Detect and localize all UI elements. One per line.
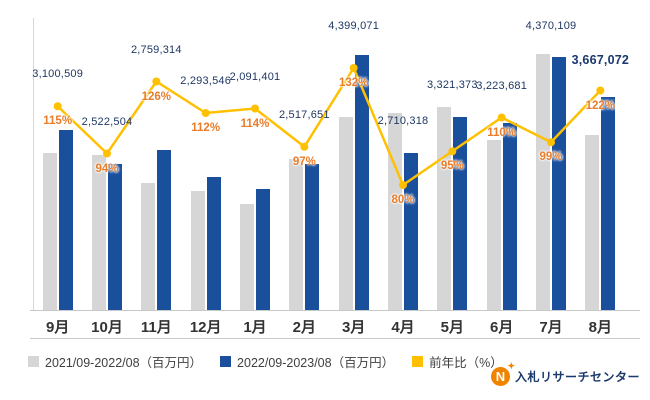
bar-prev-year-6月 bbox=[486, 140, 501, 310]
yoy-label-6月: 110% bbox=[487, 126, 517, 139]
yoy-label-11月: 126% bbox=[141, 90, 172, 103]
value-label-7月: 4,370,109 bbox=[525, 20, 577, 32]
bar-prev-year-3月 bbox=[338, 116, 353, 310]
legend-label: 2021/09-2022/08（百万円） bbox=[45, 356, 203, 370]
month-label-2月: 2月 bbox=[292, 319, 316, 336]
brand-logo-letter: N bbox=[495, 369, 506, 384]
bar-curr-year-12月 bbox=[206, 176, 221, 310]
brand-logo: N ✦ 入札リサーチセンター bbox=[490, 362, 640, 386]
bar-curr-year-1月 bbox=[256, 188, 270, 310]
value-label-2月: 2,517,651 bbox=[278, 108, 330, 121]
bar-prev-year-10月 bbox=[92, 154, 106, 310]
value-label-11月: 2,759,314 bbox=[130, 43, 182, 56]
month-label-9月: 9月 bbox=[45, 319, 70, 336]
bar-prev-year-12月 bbox=[190, 191, 205, 310]
month-label-4月: 4月 bbox=[391, 319, 415, 336]
yoy-label-7月: 99% bbox=[539, 151, 563, 164]
month-label-3月: 3月 bbox=[341, 319, 366, 336]
axis-bottom-line bbox=[30, 338, 640, 339]
legend-label: 前年比（%） bbox=[429, 356, 503, 370]
yoy-label-12月: 112% bbox=[191, 122, 221, 134]
legend-swatch bbox=[412, 356, 424, 367]
month-label-7月: 7月 bbox=[539, 319, 563, 336]
legend-item-0: 2021/09-2022/08（百万円） bbox=[28, 352, 202, 371]
yoy-label-9月: 115% bbox=[43, 115, 73, 128]
bar-curr-year-7月 bbox=[552, 56, 566, 310]
bar-curr-year-4月 bbox=[404, 152, 418, 310]
value-label-8月: 3,667,072 bbox=[571, 52, 630, 67]
bar-prev-year-4月 bbox=[388, 113, 402, 310]
bar-prev-year-8月 bbox=[585, 135, 600, 310]
x-axis-line bbox=[30, 310, 640, 311]
chart-legend: 2021/09-2022/08（百万円） 2022/09-2023/08（百万円）… bbox=[28, 352, 503, 371]
bar-prev-year-2月 bbox=[289, 159, 304, 310]
month-label-11月: 11月 bbox=[140, 319, 172, 336]
bar-prev-year-7月 bbox=[536, 54, 550, 310]
brand-logo-icon: N ✦ bbox=[490, 362, 515, 386]
month-label-5月: 5月 bbox=[440, 319, 464, 336]
value-label-10月: 2,522,504 bbox=[81, 115, 133, 128]
bar-curr-year-6月 bbox=[502, 123, 517, 310]
yoy-label-2月: 97% bbox=[292, 155, 316, 168]
bar-prev-year-9月 bbox=[42, 153, 57, 310]
value-label-12月: 2,293,546 bbox=[180, 75, 232, 87]
month-label-1月: 1月 bbox=[243, 319, 267, 336]
month-label-8月: 8月 bbox=[588, 319, 612, 336]
bar-curr-year-9月 bbox=[58, 130, 73, 310]
yoy-label-5月: 95% bbox=[440, 160, 464, 173]
value-label-5月: 3,321,373 bbox=[426, 79, 478, 92]
bar-curr-year-8月 bbox=[601, 97, 616, 310]
value-label-1月: 2,091,401 bbox=[229, 70, 281, 83]
legend-item-2: 前年比（%） bbox=[412, 352, 503, 371]
value-label-3月: 4,399,071 bbox=[328, 20, 380, 32]
yoy-label-10月: 94% bbox=[95, 162, 119, 175]
legend-swatch bbox=[28, 356, 39, 367]
bar-prev-year-1月 bbox=[240, 203, 254, 310]
month-label-10月: 10月 bbox=[91, 319, 123, 336]
bar-curr-year-10月 bbox=[108, 163, 122, 310]
value-label-6月: 3,223,681 bbox=[476, 79, 528, 92]
yoy-label-1月: 114% bbox=[240, 117, 270, 130]
sparkle-icon: ✦ bbox=[507, 361, 515, 371]
bar-curr-year-5月 bbox=[453, 117, 468, 310]
y-axis-line bbox=[33, 18, 34, 310]
value-label-4月: 2,710,318 bbox=[377, 114, 429, 127]
value-label-9月: 3,100,509 bbox=[32, 68, 84, 81]
legend-label: 2022/09-2023/08（百万円） bbox=[237, 356, 395, 370]
legend-swatch bbox=[220, 356, 232, 367]
yoy-label-4月: 80% bbox=[391, 194, 415, 206]
bar-curr-year-3月 bbox=[354, 54, 369, 310]
bar-prev-year-5月 bbox=[437, 107, 452, 310]
legend-item-1: 2022/09-2023/08（百万円） bbox=[220, 352, 394, 371]
bar-curr-year-2月 bbox=[305, 163, 320, 310]
yoy-label-8月: 122% bbox=[585, 99, 616, 112]
month-label-12月: 12月 bbox=[189, 319, 222, 336]
yoy-label-3月: 132% bbox=[338, 77, 369, 89]
bar-prev-year-11月 bbox=[141, 182, 156, 310]
bar-curr-year-11月 bbox=[157, 149, 172, 310]
month-label-6月: 6月 bbox=[489, 319, 514, 336]
brand-logo-text: 入札リサーチセンター bbox=[514, 370, 640, 384]
